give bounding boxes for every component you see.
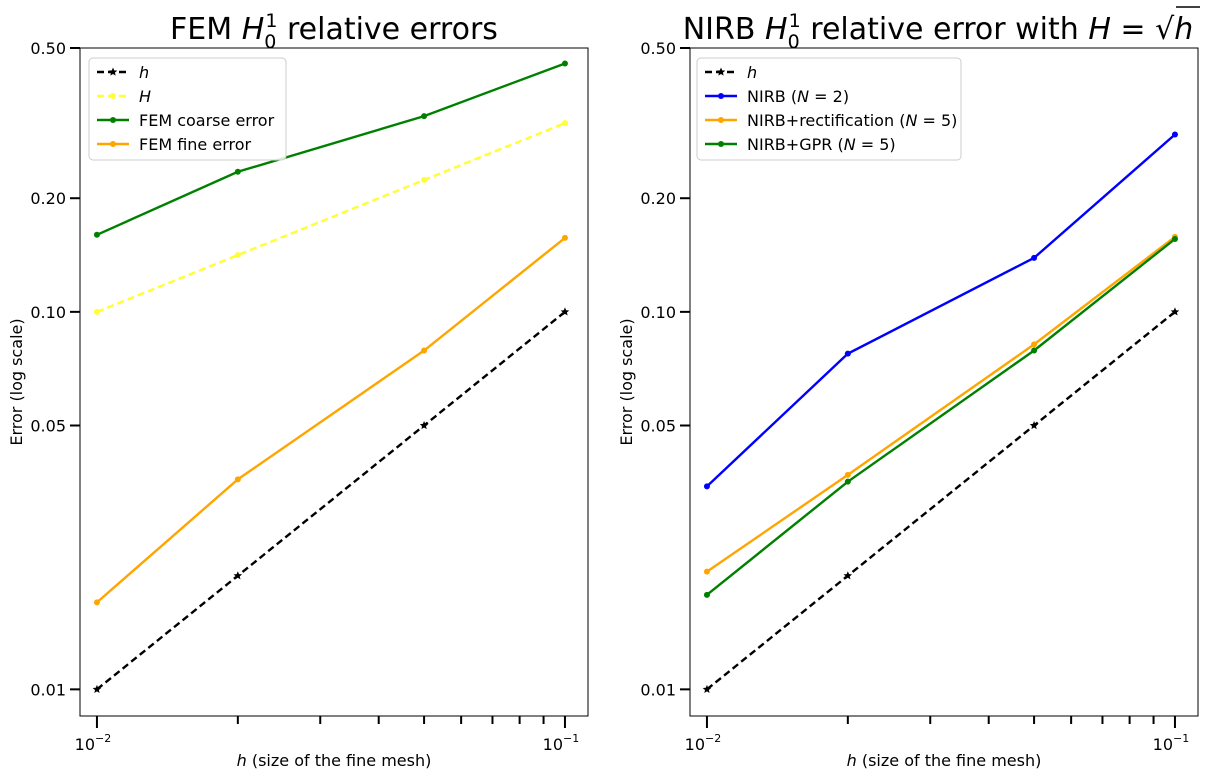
chart-panel-1: 0.01 0.05 0.10 0.20 0.50 10−2 10−1 hH FEM coarse…	[7, 10, 589, 770]
series-2	[703, 233, 1178, 575]
legend-marker	[110, 117, 116, 123]
data-point	[1031, 341, 1038, 348]
series-line	[706, 310, 1176, 691]
y-axis-label: Error (log scale)	[617, 318, 636, 445]
legend: hH FEM coarse error FEM fine error	[88, 57, 287, 161]
data-point	[1171, 131, 1178, 138]
data-point	[234, 252, 241, 259]
y-tick-label: 0.50	[30, 39, 66, 58]
data-point	[702, 684, 712, 693]
x-axis-label: h (size of the fine mesh)	[237, 751, 432, 770]
legend-marker	[108, 67, 118, 76]
series-line	[96, 310, 566, 691]
data-point	[844, 478, 851, 485]
data-point	[93, 308, 100, 315]
legend-label: NIRB+rectification (N = 5)	[747, 111, 957, 130]
data-point	[560, 307, 570, 316]
legend-label: FEM fine error	[139, 135, 252, 154]
series-3	[703, 235, 1178, 598]
x-tick-label: 10−2	[75, 732, 112, 754]
legend-marker	[718, 93, 724, 99]
data-point	[843, 571, 853, 580]
data-point	[93, 231, 100, 238]
legend-label: NIRB+GPR (N = 5)	[747, 135, 896, 154]
x-tick-label: 10−1	[1153, 732, 1190, 754]
data-point	[234, 476, 241, 483]
chart-title: FEM H01 relative errors	[170, 10, 498, 53]
legend-label: FEM coarse error	[139, 111, 275, 130]
y-tick-label: 0.20	[30, 189, 66, 208]
data-point	[561, 60, 568, 67]
series-0	[702, 307, 1180, 693]
legend-marker	[716, 67, 726, 76]
series-line	[706, 133, 1176, 488]
y-tick-label: 0.10	[30, 303, 66, 322]
data-point	[844, 471, 851, 478]
data-point	[419, 421, 429, 430]
y-tick-label: 0.05	[640, 416, 676, 435]
chart-panel-2: 0.01 0.05 0.10 0.20 0.50 10−2 10−1 h NIRB (N = 2…	[617, 6, 1200, 770]
legend-label: h	[747, 63, 757, 82]
data-point	[233, 571, 243, 580]
data-point	[234, 168, 241, 175]
series-3	[93, 234, 568, 606]
data-point	[703, 483, 710, 490]
data-point	[1031, 254, 1038, 261]
legend-label: NIRB (N = 2)	[747, 87, 849, 106]
data-point	[844, 350, 851, 357]
legend-label: H	[139, 87, 151, 106]
data-point	[1029, 421, 1039, 430]
x-tick-label: 10−1	[543, 732, 580, 754]
legend-box	[696, 57, 962, 161]
data-point	[561, 120, 568, 127]
plot-frame	[79, 47, 589, 717]
data-point	[421, 176, 428, 183]
y-tick-label: 0.01	[30, 680, 66, 699]
series-0	[92, 307, 570, 693]
x-axis-label: h (size of the fine mesh)	[847, 751, 1042, 770]
data-point	[703, 568, 710, 575]
plot-frame	[689, 47, 1199, 717]
series-2	[93, 60, 568, 238]
data-point	[1170, 307, 1180, 316]
data-point	[703, 591, 710, 598]
legend-marker	[718, 117, 724, 123]
series-1	[703, 131, 1178, 490]
series-line	[706, 238, 1176, 596]
y-tick-label: 0.01	[640, 680, 676, 699]
data-point	[1171, 235, 1178, 242]
legend-marker	[718, 141, 724, 147]
data-point	[561, 234, 568, 241]
legend-marker	[110, 93, 116, 99]
data-point	[93, 599, 100, 606]
legend-box	[88, 57, 287, 161]
data-point	[92, 684, 102, 693]
series-1	[93, 120, 568, 315]
x-tick-label: 10−2	[685, 732, 722, 754]
y-tick-label: 0.50	[640, 39, 676, 58]
legend: h NIRB (N = 2) NIRB+rectification (N = 5) N…	[696, 57, 962, 161]
y-tick-label: 0.05	[30, 416, 66, 435]
data-point	[1031, 347, 1038, 354]
data-point	[421, 113, 428, 120]
y-tick-label: 0.10	[640, 303, 676, 322]
series-line	[96, 236, 566, 604]
y-axis-label: Error (log scale)	[7, 318, 26, 445]
data-point	[421, 347, 428, 354]
chart-title: NIRB H01 relative error with H = √h	[683, 10, 1194, 53]
series-line	[706, 235, 1176, 573]
legend-marker	[110, 141, 116, 147]
y-tick-label: 0.20	[640, 189, 676, 208]
series-line	[96, 62, 566, 236]
legend-label: h	[139, 63, 149, 82]
